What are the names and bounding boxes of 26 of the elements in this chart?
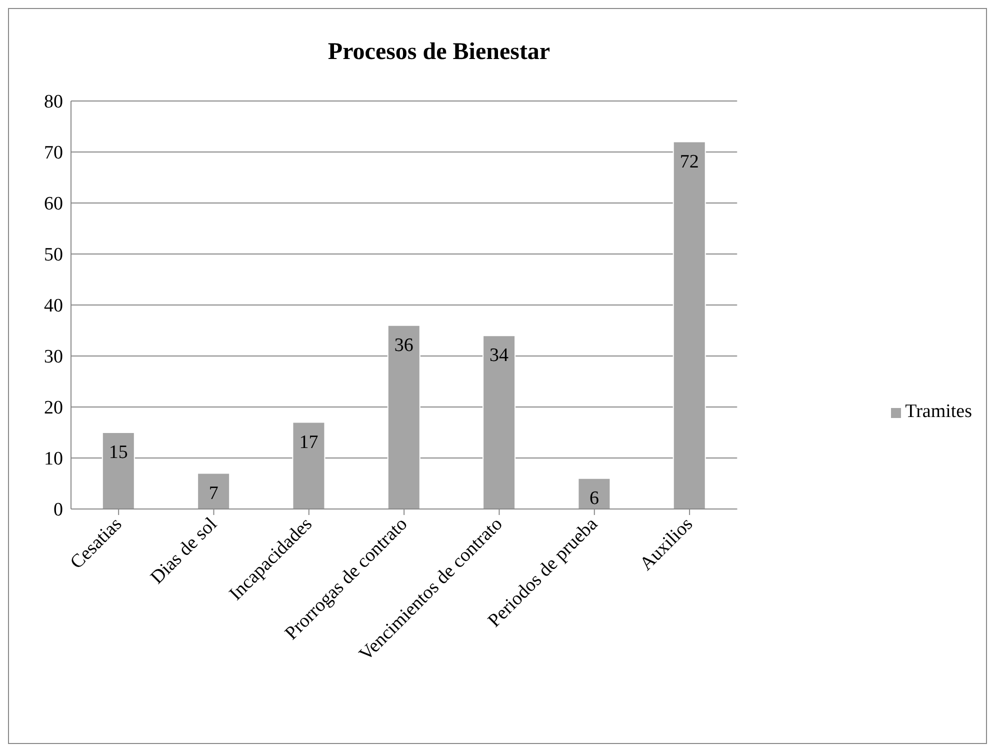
data-label: 7 xyxy=(208,482,218,504)
bar xyxy=(197,472,230,509)
data-label: 6 xyxy=(589,488,599,509)
data-label: 34 xyxy=(490,345,510,366)
y-tick-label: 80 xyxy=(44,92,63,113)
bar xyxy=(672,141,706,509)
bar xyxy=(482,335,516,509)
y-tick-label: 70 xyxy=(44,142,63,164)
data-label: 36 xyxy=(394,334,414,356)
data-label: 15 xyxy=(108,442,128,463)
y-tick-label: 50 xyxy=(44,244,63,266)
bar xyxy=(578,478,611,509)
bar xyxy=(102,432,135,509)
y-tick-label: 40 xyxy=(44,296,63,317)
data-label: 72 xyxy=(680,151,699,172)
x-tick-label: Dias de sol xyxy=(146,514,222,588)
y-tick-label: 60 xyxy=(44,194,63,215)
y-tick-label: 10 xyxy=(44,448,63,470)
legend-label: Tramites xyxy=(905,401,972,422)
chart-title: Procesos de Bienestar xyxy=(326,39,552,66)
y-tick-label: 0 xyxy=(54,500,63,521)
data-label: 17 xyxy=(299,432,318,453)
bar xyxy=(387,324,420,509)
y-tick-label: 20 xyxy=(44,398,63,419)
y-tick-label: 30 xyxy=(44,346,63,368)
bar xyxy=(292,422,326,509)
